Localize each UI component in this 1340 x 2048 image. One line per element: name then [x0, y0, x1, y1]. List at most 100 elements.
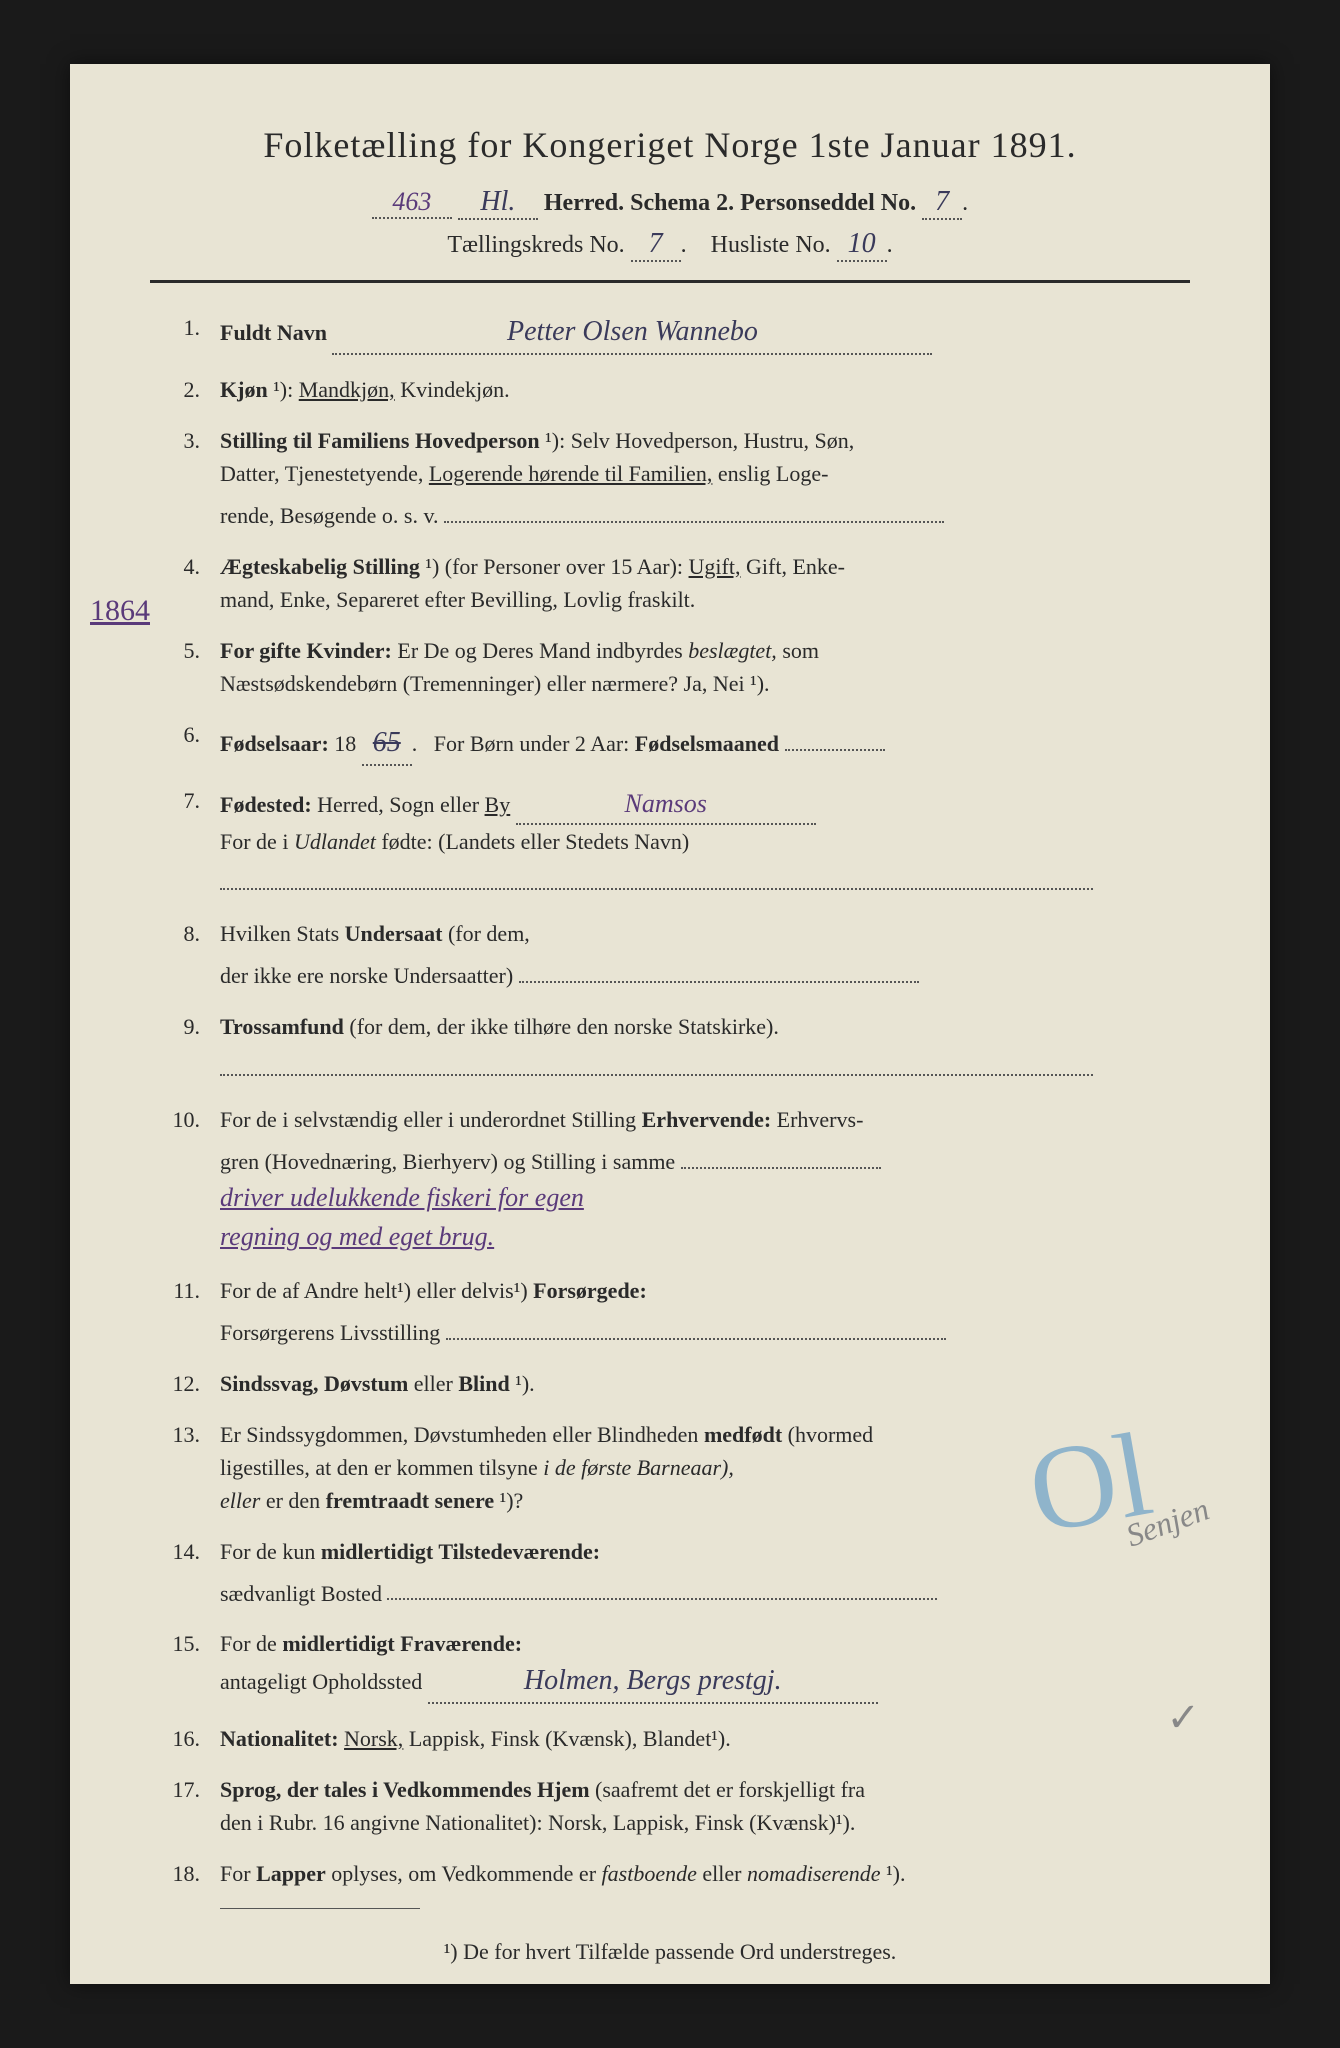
text-7c: fødte: (Landets eller Stedets Navn) [381, 829, 689, 854]
text-12b: ¹). [515, 1371, 534, 1396]
text-7-by: By [485, 792, 511, 817]
item-8: 8. Hvilken Stats Undersaat (for dem, der… [150, 917, 1190, 992]
label-4: Ægteskabelig Stilling [220, 554, 420, 579]
text-10a: For de i selvstændig eller i underordnet… [220, 1107, 642, 1132]
text-7-italic: Udlandet [294, 829, 376, 854]
item-num-18: 18. [150, 1857, 220, 1890]
footnote: ¹) De for hvert Tilfælde passende Ord un… [150, 1939, 1190, 1965]
item-10: 10. For de i selvstændig eller i underor… [150, 1103, 1190, 1256]
text-3c: enslig Loge- [718, 461, 829, 486]
text-15a: For de [220, 1631, 282, 1656]
item-num-9: 9. [150, 1010, 220, 1085]
item-num-13: 13. [150, 1418, 220, 1517]
item-num-4: 4. [150, 550, 220, 616]
text-14a: For de kun [220, 1539, 321, 1564]
blank-3 [444, 490, 944, 523]
blank-11 [446, 1307, 946, 1340]
bold-9: Trossamfund [220, 1014, 344, 1039]
text-3d: rende, Besøgende o. s. v. [220, 503, 439, 528]
personseddel-label: Personseddel No. [740, 190, 922, 216]
item-4: 4. Ægteskabelig Stilling ¹) (for Persone… [150, 550, 1190, 616]
form-title: Folketælling for Kongeriget Norge 1ste J… [150, 124, 1190, 166]
item-3: 3. Stilling til Familiens Hovedperson ¹)… [150, 424, 1190, 532]
text-18b: oplyses, om Vedkommende er [331, 1861, 601, 1886]
text-8a: Hvilken Stats [220, 921, 345, 946]
label-2: Kjøn [220, 377, 268, 402]
header-divider [150, 280, 1190, 283]
blank-14 [387, 1568, 937, 1601]
text-5a: Er De og Deres Mand indbyrdes [397, 638, 688, 663]
text-9: (for dem, der ikke tilhøre den norske St… [349, 1014, 778, 1039]
value-2-rest: Kvindekjøn. [400, 377, 509, 402]
herred-number: 463 [372, 187, 452, 219]
label-5: For gifte Kvinder: [220, 638, 392, 663]
text-11a: For de af Andre helt¹) eller delvis¹) [220, 1278, 533, 1303]
item-6: 6. Fødselsaar: 18 65. For Børn under 2 A… [150, 718, 1190, 766]
bold-15: midlertidigt Fraværende: [282, 1631, 522, 1656]
year-hw: 65 [362, 722, 412, 766]
bold-8: Undersaat [345, 921, 443, 946]
text-3b: Datter, Tjenestetyende, [220, 461, 429, 486]
blank-8 [519, 950, 919, 983]
bold-12a: Sindssvag, Døvstum [220, 1371, 408, 1396]
label-6: Fødselsaar: [220, 731, 329, 756]
item-num-6: 6. [150, 718, 220, 766]
item-15: 15. For de midlertidigt Fraværende: anta… [150, 1627, 1190, 1704]
label-7: Fødested: [220, 792, 312, 817]
husliste-no: 10 [837, 228, 887, 262]
bold-17: Sprog, der tales i Vedkommendes Hjem [220, 1777, 590, 1802]
bold-10: Erhvervende: [642, 1107, 772, 1132]
text-4a: (for Personer over 15 Aar): [445, 554, 689, 579]
text-10b: Erhvervs- [777, 1107, 864, 1132]
text-4-underlined: Ugift, [689, 554, 741, 579]
item-num-16: 16. [150, 1722, 220, 1755]
label-3: Stilling til Familiens Hovedperson [220, 428, 540, 453]
blank-7 [220, 858, 1093, 891]
text-7b: For de i [220, 829, 294, 854]
text-10c: gren (Hovednæring, Bierhyerv) og Stillin… [220, 1149, 675, 1174]
item-num-3: 3. [150, 424, 220, 532]
text-13b: (hvormed [788, 1422, 874, 1447]
item-16: 16. Nationalitet: Norsk, Lappisk, Finsk … [150, 1722, 1190, 1755]
pencil-checkmark: ✓ [1166, 1694, 1200, 1741]
text-8c: der ikke ere norske Undersaatter) [220, 963, 513, 988]
header-line-1: 463 Hl. Herred. Schema 2. Personseddel N… [150, 186, 1190, 220]
census-form-page: Folketælling for Kongeriget Norge 1ste J… [70, 64, 1270, 1984]
bold-16: Nationalitet: [220, 1726, 339, 1751]
blank-9 [220, 1043, 1093, 1076]
text-5-italic: beslægtet, [688, 638, 777, 663]
value-15: Holmen, Bergs prestgj. [428, 1660, 878, 1704]
item-num-15: 15. [150, 1627, 220, 1704]
item-num-1: 1. [150, 311, 220, 355]
item-5: 5. For gifte Kvinder: Er De og Deres Man… [150, 634, 1190, 700]
text-13a: Er Sindssygdommen, Døvstumheden eller Bl… [220, 1422, 704, 1447]
text-13f: ¹)? [500, 1488, 524, 1513]
italic-18b: nomadiserende [747, 1861, 881, 1886]
value-7: Namsos [516, 784, 816, 825]
text-11b: Forsørgerens Livsstilling [220, 1320, 440, 1345]
italic-13: i de første Barneaar), [543, 1455, 734, 1480]
item-7: 7. Fødested: Herred, Sogn eller By Namso… [150, 784, 1190, 900]
bold-11: Forsørgede: [533, 1278, 647, 1303]
bold-13b: fremtraadt senere [326, 1488, 494, 1513]
item-num-10: 10. [150, 1103, 220, 1256]
item-num-8: 8. [150, 917, 220, 992]
text-4b: Gift, Enke- [746, 554, 845, 579]
text-12a: eller [414, 1371, 459, 1396]
item-num-7: 7. [150, 784, 220, 900]
label-1: Fuldt Navn [220, 320, 327, 345]
hw-10b: regning og med eget brug. [220, 1217, 802, 1256]
herred-hw: Hl. [458, 186, 538, 220]
item-17: 17. Sprog, der tales i Vedkommendes Hjem… [150, 1773, 1190, 1839]
bold-12b: Blind [458, 1371, 509, 1396]
item-18: 18. For Lapper oplyses, om Vedkommende e… [150, 1857, 1190, 1890]
bold-18: Lapper [256, 1861, 326, 1886]
item-num-12: 12. [150, 1367, 220, 1400]
item-11: 11. For de af Andre helt¹) eller delvis¹… [150, 1274, 1190, 1349]
header-line-2: Tællingskreds No. 7. Husliste No. 10. [150, 228, 1190, 262]
item-num-17: 17. [150, 1773, 220, 1839]
tallingkreds-no: 7 [631, 228, 681, 262]
personseddel-no: 7 [922, 186, 962, 220]
value-2-underlined: Mandkjøn, [299, 377, 395, 402]
tallingkreds-label: Tællingskreds No. [447, 232, 624, 258]
